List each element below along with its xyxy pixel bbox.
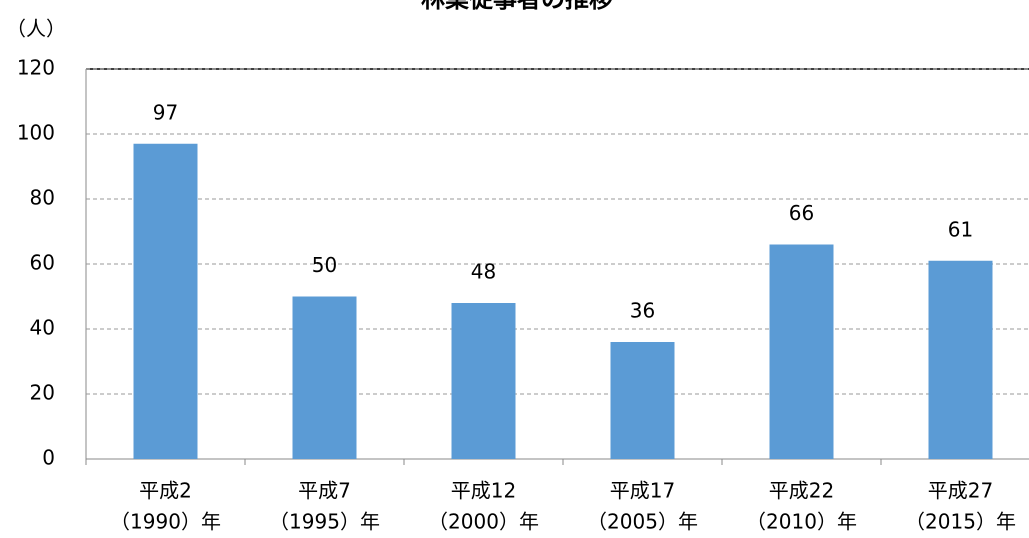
x-tick-label: （2010）年 xyxy=(746,510,857,534)
y-tick-label: 120 xyxy=(17,56,55,80)
x-tick-label: （2005）年 xyxy=(587,510,698,534)
x-tick-label: （1995）年 xyxy=(269,510,380,534)
data-label: 36 xyxy=(630,299,655,323)
chart-title: 林業従事者の推移 xyxy=(421,0,613,13)
y-tick-label: 100 xyxy=(17,121,55,145)
bar xyxy=(292,296,357,459)
x-tick-label: 平成22 xyxy=(769,479,834,503)
bar xyxy=(451,303,516,459)
x-tick-label: （2000）年 xyxy=(428,510,539,534)
y-tick-label: 40 xyxy=(30,316,55,340)
y-tick-label: 60 xyxy=(30,251,55,275)
data-label: 48 xyxy=(471,260,496,284)
bar xyxy=(610,342,675,459)
x-tick-label: 平成27 xyxy=(928,479,993,503)
x-tick-label: （2015）年 xyxy=(905,510,1016,534)
x-tick-label: （1990）年 xyxy=(110,510,221,534)
y-tick-label: 80 xyxy=(30,186,55,210)
x-tick-label: 平成7 xyxy=(298,479,351,503)
x-tick-label: 平成2 xyxy=(139,479,192,503)
x-tick-label: 平成17 xyxy=(610,479,675,503)
data-label: 61 xyxy=(948,217,973,241)
bar xyxy=(769,244,834,459)
data-label: 50 xyxy=(312,253,337,277)
bar xyxy=(928,260,993,459)
y-tick-label: 0 xyxy=(42,446,55,470)
x-tick-label: 平成12 xyxy=(451,479,516,503)
data-label: 66 xyxy=(789,201,814,225)
bar xyxy=(133,143,198,459)
y-axis-label: （人） xyxy=(6,17,66,41)
data-label: 97 xyxy=(153,100,178,124)
y-tick-label: 20 xyxy=(30,381,55,405)
